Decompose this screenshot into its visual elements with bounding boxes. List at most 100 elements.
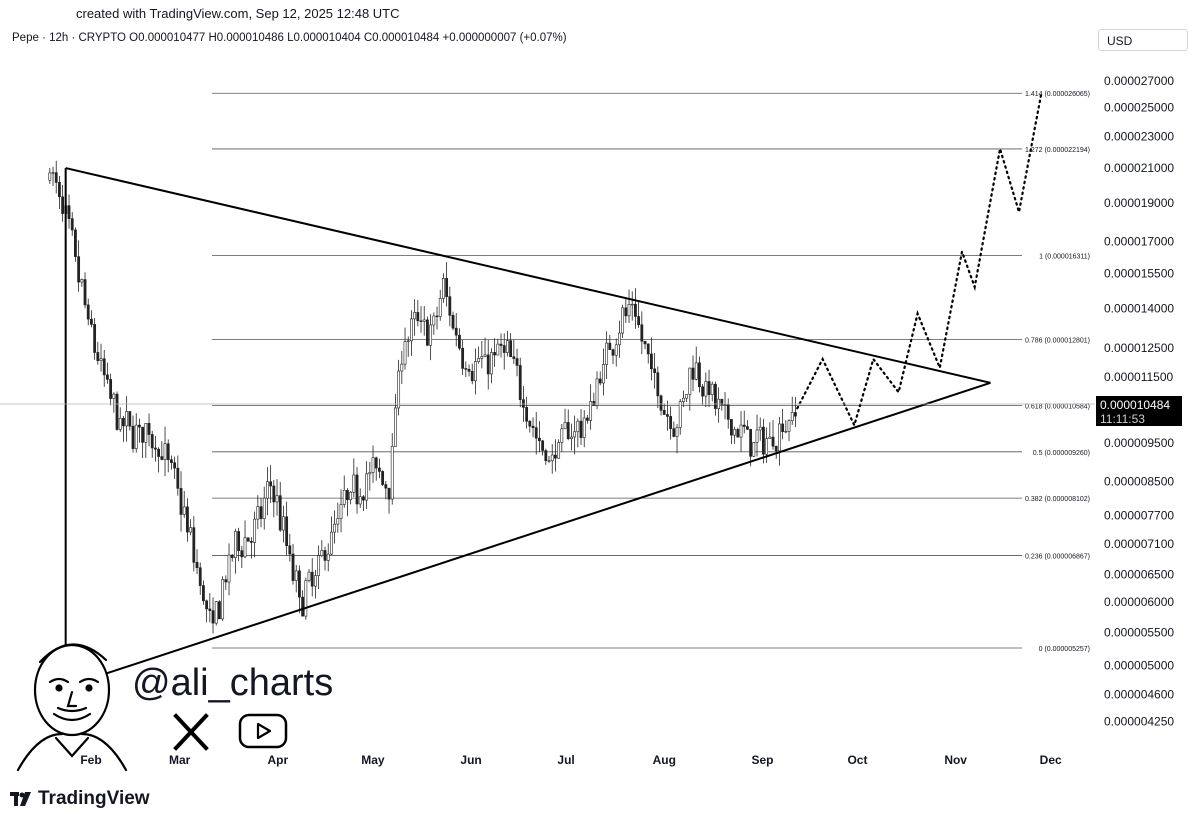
candle-body [739,424,743,438]
candle-body [723,404,727,406]
candle-body [211,610,215,624]
candle-body [464,368,468,370]
candle-body [602,364,605,384]
candle-body [349,491,353,501]
bar-countdown: 11:11:53 [1100,412,1145,426]
candle-body [266,481,269,499]
candle-body [320,550,324,556]
triangle-upper-line[interactable] [65,167,991,384]
candle-body [96,352,100,361]
candle-body [640,324,644,342]
candle-body [691,367,695,380]
fib-level-label: 1.272 (0.000022194) [1025,147,1090,154]
candle-body [426,319,429,346]
candle-body [275,495,279,503]
watermark-handle: @ali_charts [132,662,334,704]
price-tick-label: 0.000007700 [1104,509,1174,523]
projection-dotted-path[interactable] [796,93,1043,429]
candle-body [541,440,545,451]
candle-body [515,358,519,366]
candle-body [134,424,138,449]
candle-body [352,474,356,493]
price-tick-label: 0.000004250 [1104,715,1174,729]
candle-body [307,571,311,581]
fib-level-label: 0.5 (0.000009260) [1033,450,1090,457]
candle-body [707,381,711,395]
candle-body [93,324,97,353]
candle-body [643,340,647,345]
fib-level-label: 0.786 (0.000012801) [1025,338,1090,345]
candle-body [99,358,103,361]
candle-body [83,279,87,306]
candle-body [688,367,692,395]
candle-body [61,196,65,214]
candle-body [646,343,650,355]
chart-caption: created with TradingView.com, Sep 12, 20… [76,6,400,21]
tradingview-brand[interactable]: TradingView [10,788,150,810]
candle-body [355,474,359,505]
candle-body [554,454,557,459]
currency-selector[interactable]: USD [1098,29,1188,51]
candle-body [467,369,471,372]
candle-body [189,527,193,533]
candle-body [531,425,535,428]
candle-body [512,356,516,359]
price-tick-label: 0.000027000 [1104,74,1174,88]
time-tick-label: May [361,753,385,767]
symmetrical-triangle [64,167,991,688]
candle-body [592,401,596,406]
candle-body [589,401,593,421]
candle-body [499,343,503,346]
candle-body [496,343,500,356]
time-axis: Feb Mar Apr May Jun Jul Aug Sep Oct Nov Dec [80,753,1062,767]
candle-body [595,378,599,406]
candle-body [710,383,714,395]
candle-body [771,436,775,447]
candle-body [269,481,273,487]
candle-body [138,424,141,428]
candle-body [205,600,209,610]
price-tick-label: 0.000014000 [1104,302,1174,316]
x-logo-icon[interactable] [173,713,209,751]
price-tick-label: 0.000006000 [1104,595,1174,609]
candle-body [755,429,759,443]
candle-body [74,229,77,257]
candle-body [198,567,202,586]
candle-body [227,554,231,583]
candle-body [214,601,218,624]
candle-body [381,471,385,485]
candle-body [669,416,673,429]
candle-body [432,315,436,326]
candle-body [157,448,161,457]
candle-body [77,256,81,283]
price-tick-label: 0.000008500 [1104,474,1174,488]
candle-body [256,506,260,520]
candle-body [525,407,529,422]
candle-body [122,417,125,427]
tradingview-logo-icon [10,792,31,806]
candle-body [125,411,129,427]
candle-body [419,320,423,322]
time-tick-label: Feb [80,753,101,767]
youtube-icon[interactable] [238,713,288,749]
candle-body [746,426,749,430]
candle-body [342,490,346,505]
candle-body [416,312,420,322]
candle-body [438,298,442,317]
time-tick-label: Mar [169,753,191,767]
candle-body [282,516,285,531]
candle-body [666,414,669,417]
candle-body [301,596,305,617]
candle-body [662,410,666,415]
candle-body [131,425,135,449]
candle-body [294,570,298,581]
candle-body [483,354,487,357]
candle-body [547,460,551,462]
candle-body [378,467,381,472]
candle-body [358,496,362,505]
price-tick-label: 0.000011500 [1104,370,1174,384]
candle-body [195,562,199,569]
candle-body [234,531,237,558]
triangle-lower-line[interactable] [65,381,991,688]
